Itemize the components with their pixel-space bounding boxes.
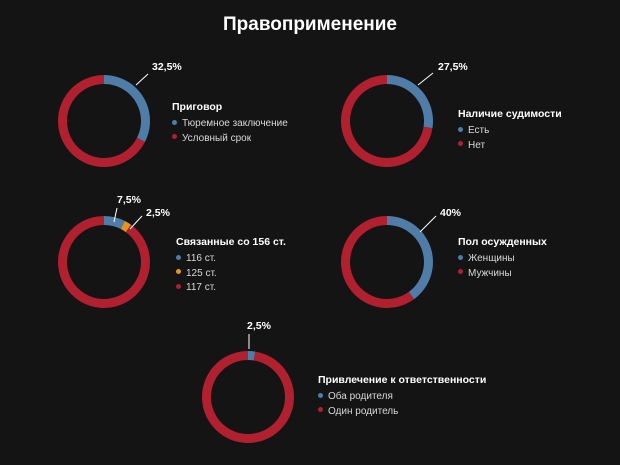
chart-legend: Приговор Тюремное заключение Условный срок bbox=[172, 101, 288, 146]
data-label: 32,5% bbox=[152, 61, 182, 73]
legend-dot-icon bbox=[172, 119, 177, 125]
legend-title: Приговор bbox=[172, 101, 223, 113]
legend-entry: 116 ст. bbox=[176, 252, 286, 267]
donut-chart-5: 2,5% bbox=[201, 320, 294, 444]
legend-entry: Тюремное заключение bbox=[172, 117, 288, 132]
data-label: 2,5% bbox=[247, 320, 272, 332]
legend-entry: 117 ст. bbox=[176, 281, 286, 296]
legend-entry: Оба родителя bbox=[318, 390, 486, 405]
legend-label: Оба родителя bbox=[328, 391, 393, 402]
legend-label: Есть bbox=[468, 125, 490, 136]
data-label: 2,5% bbox=[146, 207, 171, 219]
legend-title: Пол осужденных bbox=[458, 236, 547, 248]
donut-slice-один-родитель bbox=[201, 351, 294, 444]
legend-dot-icon bbox=[318, 392, 323, 398]
donut-slice-оба-родителя bbox=[248, 351, 256, 361]
donut-slice-116-ст bbox=[104, 216, 125, 230]
donut-slice-117-ст bbox=[58, 216, 150, 309]
legend-label: Условный срок bbox=[182, 132, 252, 144]
legend-dot-icon bbox=[458, 126, 463, 132]
legend-title: Связанные со 156 ст. bbox=[176, 236, 286, 248]
legend-entry: Мужчины bbox=[458, 267, 547, 282]
legend-dot-icon bbox=[318, 407, 323, 413]
data-label: 40% bbox=[440, 207, 462, 219]
donut-chart-1: 32,5% bbox=[57, 61, 182, 167]
page-title: Правоприменение bbox=[222, 14, 397, 35]
leader-line bbox=[129, 215, 143, 230]
donut-chart-4: 40% bbox=[340, 207, 462, 308]
donut-slice-есть bbox=[387, 75, 433, 129]
legend-label: Тюремное заключение bbox=[182, 118, 288, 129]
legend-title: Привлечение к ответственности bbox=[318, 374, 487, 386]
legend-dot-icon bbox=[458, 141, 463, 147]
legend-label: 125 ст. bbox=[186, 267, 217, 279]
legend-dot-icon bbox=[176, 283, 181, 289]
legend-dot-icon bbox=[458, 254, 463, 260]
legend-entry: Один родитель bbox=[318, 405, 486, 420]
chart-legend: Привлечение к ответственности Оба родител… bbox=[318, 374, 486, 419]
legend-entry: Есть bbox=[458, 124, 562, 139]
legend-label: Женщины bbox=[468, 253, 515, 264]
legend-entry: 125 ст. bbox=[176, 267, 286, 282]
legend-label: Один родитель bbox=[328, 405, 399, 417]
legend-entry: Условный срок bbox=[172, 132, 288, 147]
legend-label: 116 ст. bbox=[186, 253, 216, 264]
donut-slice-женщины bbox=[387, 216, 433, 300]
leader-line bbox=[113, 207, 118, 223]
legend-entry: Нет bbox=[458, 139, 562, 154]
leader-line bbox=[135, 73, 149, 86]
legend-label: 117 ст. bbox=[186, 282, 216, 293]
donut-slice-тюремное-заключение bbox=[104, 75, 150, 142]
legend-label: Мужчины bbox=[468, 267, 512, 279]
chart-legend: Связанные со 156 ст. 116 ст. 125 ст. 117 ст… bbox=[176, 236, 286, 296]
legend-entry: Женщины bbox=[458, 252, 547, 267]
legend-label: Нет bbox=[468, 139, 486, 151]
legend-dot-icon bbox=[458, 269, 463, 275]
legend-title: Наличие судимости bbox=[458, 108, 562, 120]
donut-slice-мужчины bbox=[340, 216, 415, 308]
donut-chart-2: 27,5% bbox=[341, 61, 468, 167]
leader-line bbox=[417, 72, 434, 86]
legend-dot-icon bbox=[172, 134, 177, 140]
chart-legend: Пол осужденных Женщины Мужчины bbox=[458, 236, 547, 281]
donut-chart-3: 7,5% 2,5% bbox=[58, 194, 171, 309]
legend-dot-icon bbox=[176, 269, 181, 275]
data-label: 7,5% bbox=[117, 194, 142, 206]
leader-line bbox=[419, 215, 437, 233]
data-label: 27,5% bbox=[438, 61, 468, 73]
chart-legend: Наличие судимости Есть Нет bbox=[458, 108, 562, 153]
donut-slice-125-ст bbox=[120, 221, 132, 233]
legend-dot-icon bbox=[176, 254, 181, 260]
